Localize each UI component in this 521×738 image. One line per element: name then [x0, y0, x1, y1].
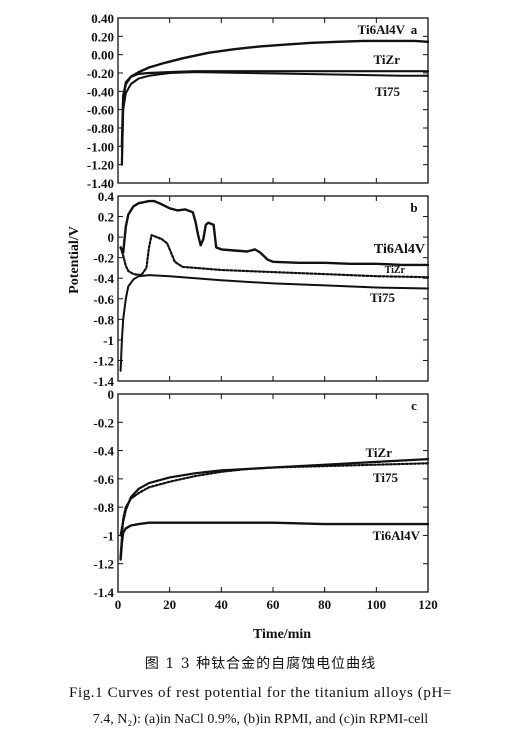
- y-tick-label-b: 0.2: [98, 210, 114, 225]
- y-tick-label-b: 0.4: [98, 189, 115, 204]
- plot-frame-a: [117, 17, 429, 184]
- series-label-ti6al4v-a: Ti6Al4V: [358, 22, 406, 37]
- series-label-ti75-b: Ti75: [370, 290, 396, 305]
- y-tick-label-b: -1.2: [93, 353, 114, 368]
- x-tick-label-c: 0: [115, 597, 122, 612]
- y-tick-label-c: -0.2: [93, 415, 114, 430]
- series-line-tizr-b: [119, 234, 430, 279]
- series-label-tizr-c: TiZr: [366, 445, 393, 460]
- series-label-ti6al4v-c: Ti6Al4V: [373, 528, 421, 543]
- series-line-ti6al4v-b: [119, 199, 430, 267]
- y-tick-label-c: -1.2: [93, 557, 114, 572]
- y-tick-label-c: -0.6: [93, 472, 114, 487]
- series-line-ti75-c: [119, 462, 430, 558]
- x-tick-label-c: 120: [418, 597, 438, 612]
- y-tick-label-c: -1: [103, 528, 114, 543]
- y-tick-label-c: -0.4: [93, 444, 114, 459]
- y-tick-label-b: -0.2: [93, 251, 114, 266]
- x-tick-label-c: 20: [163, 597, 176, 612]
- x-tick-label-c: 40: [215, 597, 228, 612]
- x-tick-label-c: 60: [267, 597, 280, 612]
- y-tick-label-a: -0.80: [87, 121, 114, 136]
- panel-letter-b: b: [410, 200, 417, 215]
- series-label-ti6al4v-b: Ti6Al4V: [374, 242, 425, 257]
- y-tick-label-c: 0: [108, 387, 115, 402]
- series-label-tizr-a: TiZr: [374, 52, 401, 67]
- figure-caption-english-line-1: Fig.1 Curves of rest potential for the t…: [69, 685, 452, 701]
- y-tick-label-b: 0: [108, 230, 115, 245]
- y-tick-label-a: 0.00: [91, 48, 114, 63]
- y-tick-label-a: -0.20: [87, 66, 114, 81]
- y-tick-label-a: -1.40: [87, 176, 114, 191]
- panel-letter-a: a: [411, 22, 418, 37]
- y-tick-label-b: -1.4: [93, 374, 114, 389]
- y-tick-label-a: 0.40: [91, 11, 114, 26]
- series-label-tizr-b: TiZr: [385, 265, 406, 276]
- figure-svg: Potential/V Time/min 0.400.200.00-0.20-0…: [67, 11, 438, 640]
- y-tick-label-a: -0.60: [87, 103, 114, 118]
- y-tick-label-b: -0.4: [93, 271, 114, 286]
- x-tick-label-c: 100: [367, 597, 387, 612]
- y-tick-label-a: 0.20: [91, 29, 114, 44]
- y-tick-label-a: -0.40: [87, 84, 114, 99]
- figure-caption-chinese: 图 1 3 种钛合金的自腐蚀电位曲线: [144, 656, 377, 672]
- x-axis-label: Time/min: [253, 627, 311, 640]
- y-tick-label-b: -0.8: [93, 312, 114, 327]
- series-label-ti75-c: Ti75: [373, 470, 399, 485]
- y-tick-label-b: -0.6: [93, 292, 114, 307]
- series-line-ti75-b: [119, 274, 429, 372]
- y-axis-label: Potential/V: [67, 226, 82, 294]
- y-tick-label-c: -0.8: [93, 500, 114, 515]
- y-tick-label-c: -1.4: [93, 585, 114, 600]
- y-tick-label-a: -1.00: [87, 139, 114, 154]
- series-line-ti6al4v-c: [119, 521, 430, 561]
- series-label-ti75-a: Ti75: [375, 84, 401, 99]
- plot-frame-c: [117, 393, 429, 593]
- y-tick-label-a: -1.20: [87, 158, 114, 173]
- x-tick-label-c: 80: [318, 597, 331, 612]
- series-line-ti75-a: [120, 71, 429, 162]
- y-tick-label-b: -1: [103, 333, 114, 348]
- panel-letter-c: c: [411, 398, 417, 413]
- figure-caption-english-line-2: 7.4, N₂): (a)in NaCl 0.9%, (b)in RPMI, a…: [92, 712, 429, 727]
